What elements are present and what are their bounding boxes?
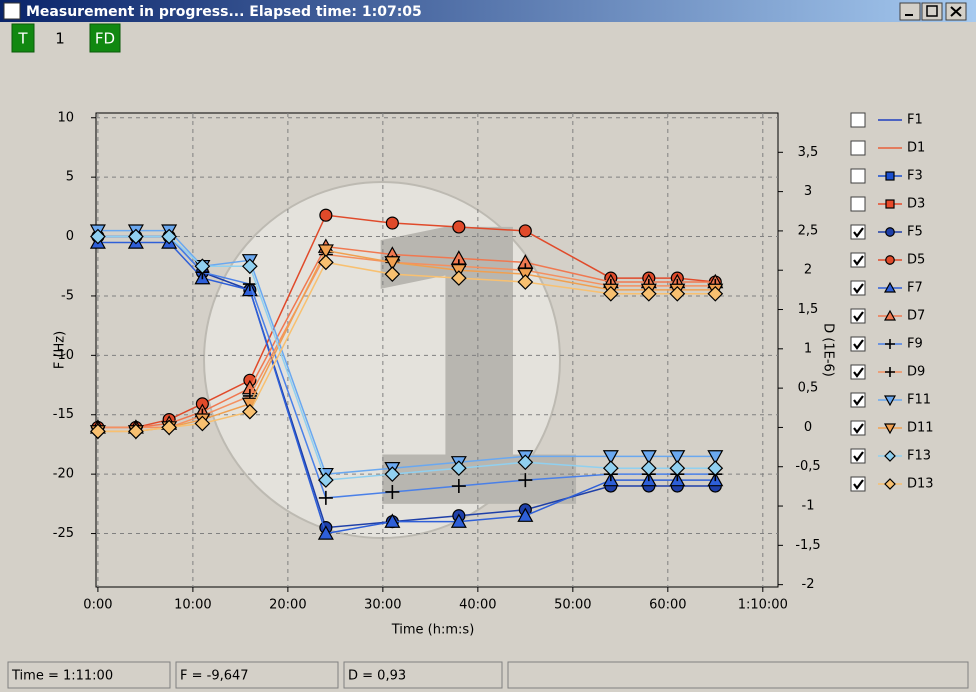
minimize-button[interactable] [900, 3, 920, 20]
legend-label: D13 [907, 477, 934, 492]
y2-tick-label: -1,5 [795, 538, 820, 553]
y2-tick-label: 3 [804, 184, 812, 199]
window-title: Measurement in progress... Elapsed time:… [26, 4, 422, 20]
toolbar-button-label: FD [95, 30, 115, 48]
x-tick-label: 0:00 [83, 598, 112, 613]
y-tick-label: -10 [53, 348, 74, 363]
legend-checkbox[interactable] [851, 421, 865, 435]
legend-checkbox[interactable] [851, 477, 865, 491]
y2-tick-label: -0,5 [795, 459, 820, 474]
legend-checkbox[interactable] [851, 337, 865, 351]
status-text: D = 0,93 [348, 669, 406, 684]
y-tick-label: -20 [53, 467, 74, 482]
y-tick-label: -15 [53, 407, 74, 422]
toolbar-button-label: 1 [55, 30, 65, 48]
y2-tick-label: -1 [802, 499, 815, 514]
x-tick-label: 60:00 [649, 598, 686, 613]
data-point [453, 221, 465, 233]
status-text: F = -9,647 [180, 669, 249, 684]
marker [886, 256, 895, 265]
legend-label: F13 [907, 449, 931, 464]
legend-label: F7 [907, 281, 923, 296]
legend-label: D11 [907, 421, 934, 436]
y2-tick-label: -2 [802, 577, 815, 592]
legend-label: F9 [907, 337, 923, 352]
legend-checkbox[interactable] [851, 281, 865, 295]
status-panel [508, 662, 968, 688]
y-tick-label: 0 [66, 229, 74, 244]
legend-checkbox[interactable] [851, 113, 865, 127]
y-tick-label: -5 [61, 288, 74, 303]
y2-tick-label: 2 [804, 263, 812, 278]
legend-label: D3 [907, 197, 925, 212]
legend-label: D5 [907, 253, 925, 268]
legend-checkbox[interactable] [851, 225, 865, 239]
legend-label: F11 [907, 393, 931, 408]
y-tick-label: -25 [53, 526, 74, 541]
legend-label: F5 [907, 225, 923, 240]
toolbar: T 1 FD [12, 24, 120, 52]
app-window: Measurement in progress... Elapsed time:… [0, 0, 976, 692]
legend-checkbox[interactable] [851, 309, 865, 323]
legend-checkbox[interactable] [851, 449, 865, 463]
y2-tick-label: 1,5 [798, 302, 819, 317]
y2-tick-label: 0,5 [798, 381, 819, 396]
data-point [519, 225, 531, 237]
status-text: Time = 1:11:00 [11, 669, 113, 684]
toolbar-button-label: T [17, 30, 28, 48]
legend-checkbox[interactable] [851, 197, 865, 211]
y2-tick-label: 1 [804, 341, 812, 356]
legend-checkbox[interactable] [851, 253, 865, 267]
legend-label: D9 [907, 365, 925, 380]
y-tick-label: 5 [66, 170, 74, 185]
x-tick-label: 40:00 [459, 598, 496, 613]
status-bar: Time = 1:11:00 F = -9,647 D = 0,93 [8, 662, 968, 688]
marker [886, 200, 894, 208]
y-tick-label: 10 [57, 110, 74, 125]
data-point [320, 209, 332, 221]
marker [886, 172, 894, 180]
y2-tick-label: 0 [804, 420, 812, 435]
legend-label: F1 [907, 113, 923, 128]
legend-label: D1 [907, 141, 925, 156]
app-icon [4, 3, 20, 19]
x-axis-label: Time (h:m:s) [391, 623, 475, 638]
x-tick-label: 50:00 [554, 598, 591, 613]
y2-tick-label: 3,5 [798, 145, 819, 160]
legend-checkbox[interactable] [851, 141, 865, 155]
legend-checkbox[interactable] [851, 169, 865, 183]
x-tick-label: 1:10:00 [738, 598, 788, 613]
legend-checkbox[interactable] [851, 393, 865, 407]
legend-label: D7 [907, 309, 925, 324]
x-tick-label: 20:00 [269, 598, 306, 613]
window-controls[interactable] [900, 3, 966, 20]
y2-axis-label: D (1E-6) [821, 323, 836, 377]
data-point [386, 217, 398, 229]
x-tick-label: 10:00 [174, 598, 211, 613]
legend-label: F3 [907, 169, 923, 184]
legend-checkbox[interactable] [851, 365, 865, 379]
magnifier-label: 1 [338, 151, 602, 594]
x-tick-label: 30:00 [364, 598, 401, 613]
y2-tick-label: 2,5 [798, 223, 819, 238]
marker [886, 228, 895, 237]
